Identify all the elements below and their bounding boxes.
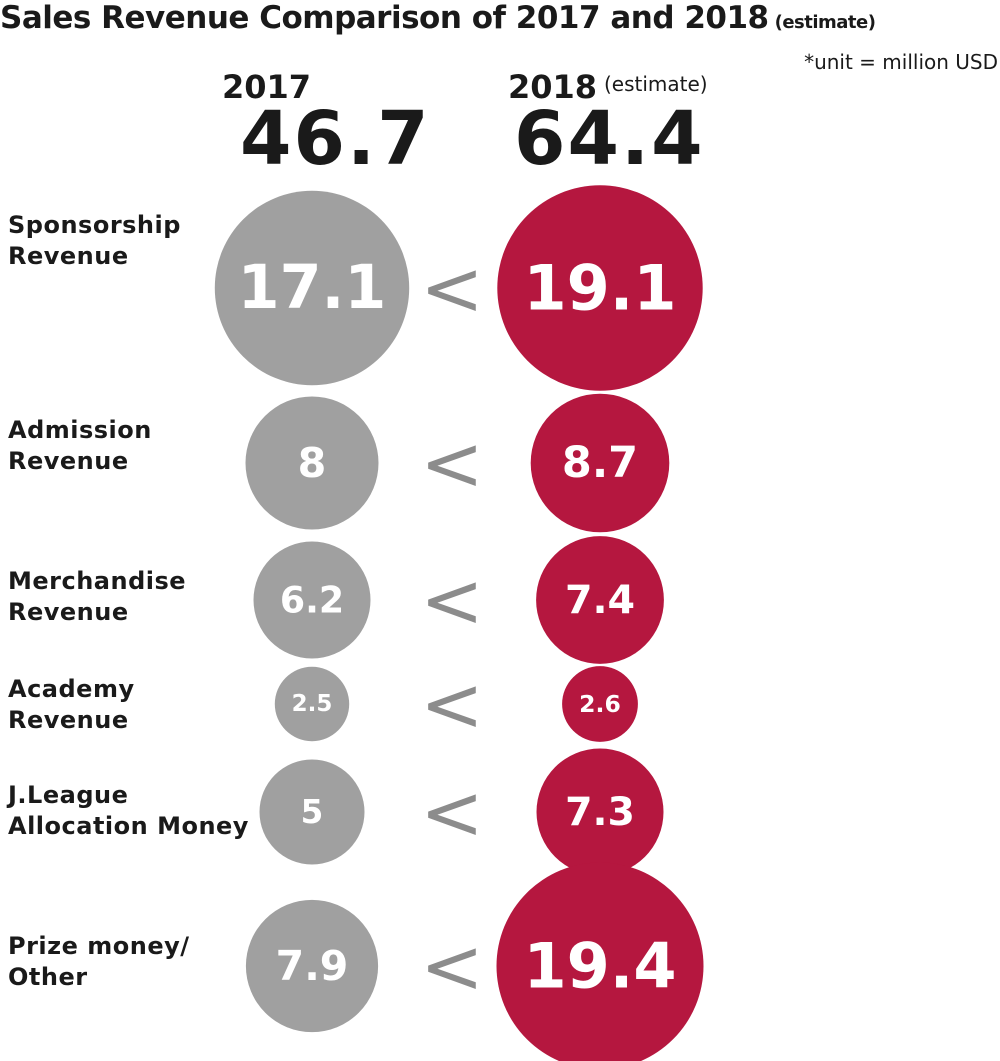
bubble-label-2017: 8 [298, 439, 327, 487]
year-label-2018: 2018 [508, 68, 598, 106]
less-than-comparator: < [420, 419, 484, 508]
category-label-admission: Admission Revenue [8, 415, 152, 477]
bubble-label-2017: 7.9 [276, 942, 349, 990]
bubble-label-2018: 8.7 [562, 438, 638, 488]
category-label-line: Revenue [8, 447, 129, 475]
category-label-line: J.League [8, 781, 129, 809]
unit-note: *unit = million USD [804, 50, 998, 74]
bubble-2018 [536, 536, 664, 664]
category-label-line: Revenue [8, 706, 129, 734]
year-note-2018: (estimate) [604, 72, 708, 96]
category-label-line: Revenue [8, 598, 129, 626]
category-label-sponsorship: Sponsorship Revenue [8, 210, 181, 272]
bubble-2017 [253, 541, 371, 659]
category-label-academy: Academy Revenue [8, 674, 135, 736]
chart-title-suffix: (estimate) [774, 12, 876, 33]
category-label-line: Other [8, 963, 88, 991]
category-label-line: Prize money/ [8, 932, 190, 960]
bubble-2017 [245, 396, 379, 530]
year-label-2017: 2017 [222, 68, 312, 106]
category-label-prize: Prize money/Other [8, 931, 190, 993]
category-label-line: Revenue [8, 242, 129, 270]
bubble-2017 [214, 190, 410, 386]
less-than-comparator: < [420, 768, 484, 857]
category-label-line: Academy [8, 675, 135, 703]
less-than-comparator: < [420, 244, 484, 333]
bubble-2018 [496, 862, 704, 1061]
bubble-label-2018: 7.3 [565, 789, 635, 835]
chart-title-text: Sales Revenue Comparison of 2017 and 201… [0, 0, 769, 36]
less-than-comparator: < [420, 922, 484, 1011]
bubble-2018 [562, 666, 638, 742]
bubble-label-2017: 17.1 [238, 253, 387, 323]
bubble-2017 [245, 899, 379, 1033]
bubble-label-2018: 2.6 [579, 690, 621, 718]
bubble-label-2018: 7.4 [565, 577, 635, 623]
less-than-comparator: < [420, 556, 484, 645]
chart-title: Sales Revenue Comparison of 2017 and 201… [0, 0, 876, 36]
bubble-label-2017: 2.5 [292, 691, 333, 717]
category-label-line: Merchandise [8, 567, 187, 595]
category-label-jleague: J.League Allocation Money [8, 780, 249, 842]
bubble-2018 [497, 185, 703, 391]
total-2018: 64.4 [514, 96, 705, 182]
bubble-2017 [274, 666, 350, 742]
bubble-label-2018: 19.4 [524, 930, 677, 1003]
category-label-merchandise: Merchandise Revenue [8, 566, 186, 628]
less-than-comparator: < [420, 660, 484, 749]
category-label-line: Admission [8, 416, 152, 444]
total-2017: 46.7 [240, 96, 431, 182]
bubble-2017 [259, 759, 365, 865]
bubble-label-2017: 6.2 [280, 579, 344, 622]
category-label-line: Sponsorship [8, 211, 181, 239]
bubble-2018 [530, 393, 670, 533]
category-label-line: Allocation Money [8, 812, 249, 840]
bubble-2018 [536, 748, 664, 876]
bubble-label-2017: 5 [301, 793, 324, 831]
bubble-label-2018: 19.1 [524, 252, 677, 325]
